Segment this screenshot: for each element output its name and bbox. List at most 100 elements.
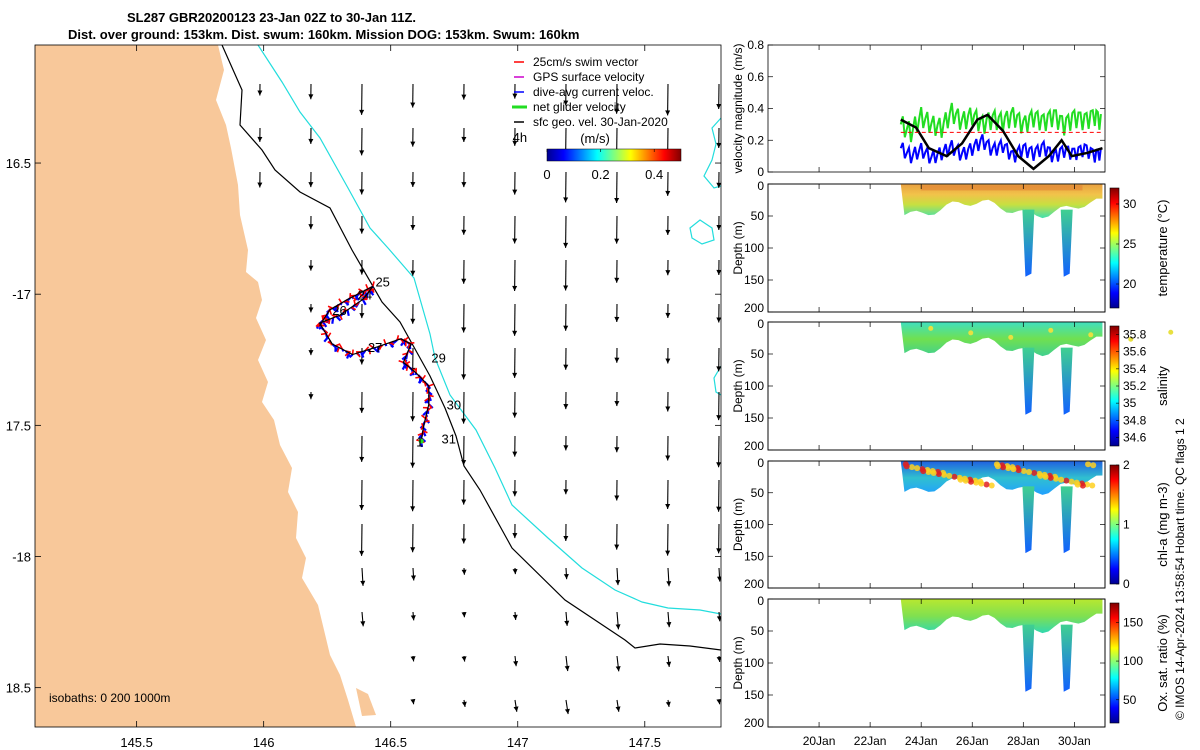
geo-velocity-arrow <box>461 127 467 142</box>
geo-velocity-arrow <box>257 127 263 142</box>
current-vector <box>346 309 350 317</box>
y-tick-label: 150 <box>744 688 764 702</box>
geo-velocity-arrow <box>563 523 569 542</box>
net-glider-velocity-line <box>899 102 1102 143</box>
day-label: 4h <box>513 130 527 145</box>
swim-vector <box>335 343 341 347</box>
chl-patch <box>930 470 937 477</box>
swim-vector <box>383 339 387 345</box>
y-tick-label: 0.4 <box>747 102 764 116</box>
geo-velocity-arrow <box>461 259 467 284</box>
isobath-1000m <box>257 45 721 615</box>
geo-velocity-arrow <box>359 127 365 156</box>
y-tick-label: 200 <box>744 439 764 453</box>
geo-velocity-arrow <box>564 655 570 672</box>
y-tick-label: 0.2 <box>747 133 764 147</box>
geo-velocity-arrow <box>716 611 721 622</box>
current-vector <box>322 321 328 328</box>
geo-velocity-arrow <box>716 479 721 512</box>
geostrophic-velocity-arrows <box>257 83 721 715</box>
chl-patch <box>1005 465 1012 472</box>
geo-velocity-arrow <box>614 391 620 407</box>
y-tick-label: 0 <box>757 179 764 193</box>
geo-velocity-arrow <box>512 347 518 378</box>
day-label: 26 <box>332 303 346 318</box>
title-line-1: SL287 GBR20200123 23-Jan 02Z to 30-Jan 1… <box>127 10 417 25</box>
geo-velocity-arrow <box>716 391 721 421</box>
salinity-patch <box>1008 334 1014 340</box>
legend-label-geo: sfc geo. vel. 30-Jan-2020 <box>533 115 668 129</box>
day-label: 27 <box>368 340 382 355</box>
geo-velocity-arrow <box>716 127 721 148</box>
swim-vector <box>338 298 343 304</box>
swim-vector <box>369 344 375 349</box>
geo-velocity-arrow <box>665 347 671 364</box>
warm-surface-layer <box>920 185 1083 191</box>
legend-label-current: dive-avg current veloc. <box>533 85 654 99</box>
legend-entry-current: dive-avg current veloc. <box>514 85 654 99</box>
swim-vector <box>327 332 332 338</box>
y-axis-label: salinity <box>1155 366 1170 406</box>
deep-dive-profile <box>1022 347 1035 415</box>
geo-velocity-arrow <box>410 655 416 662</box>
swim-vector <box>415 376 421 379</box>
chl-patch <box>1015 467 1022 474</box>
colorbar-tick-label: 34.6 <box>1123 430 1147 444</box>
current-vector <box>360 349 367 357</box>
chl-patch <box>962 477 969 484</box>
swim-vector <box>424 397 430 402</box>
geo-velocity-arrow <box>615 699 621 712</box>
colorbar-tick-label: 2 <box>1123 458 1130 472</box>
map-x-tick-label: 146 <box>253 735 275 750</box>
swim-vector <box>328 309 333 315</box>
chl-patch <box>1089 482 1096 489</box>
current-vector <box>417 378 424 384</box>
geo-velocity-arrow <box>410 435 416 468</box>
chl-patch <box>1052 475 1059 482</box>
salinity-patch <box>1088 332 1094 338</box>
chl-patch <box>978 480 985 487</box>
chl-patch <box>1020 468 1027 475</box>
geo-velocity-arrow <box>461 83 467 100</box>
geo-velocity-arrow <box>615 655 621 672</box>
geo-velocity-arrow <box>461 435 467 466</box>
chl-patch <box>973 479 980 486</box>
geo-velocity-arrow <box>665 435 671 461</box>
glider-track <box>315 281 434 448</box>
swim-vector <box>428 394 434 398</box>
geo-velocity-arrow <box>410 523 416 553</box>
geo-velocity-arrow <box>410 698 416 705</box>
geo-velocity-arrow <box>512 127 518 146</box>
geo-velocity-arrow <box>410 259 416 276</box>
land-mass <box>35 45 356 727</box>
geo-velocity-arrow <box>563 479 569 495</box>
island <box>282 620 314 648</box>
chl-patch <box>1010 466 1017 473</box>
chl-patch <box>1090 462 1097 469</box>
y-tick-label: 200 <box>744 716 764 730</box>
y-tick-label: 100 <box>744 379 764 393</box>
geo-velocity-arrow <box>666 655 672 667</box>
day-label: 30 <box>447 398 461 413</box>
isobaths-label: isobaths: 0 200 1000m <box>49 691 170 705</box>
geo-velocity-arrow <box>512 171 518 195</box>
chl-patch <box>1074 481 1081 488</box>
geo-velocity-arrow <box>461 523 467 544</box>
geo-velocity-arrow <box>614 171 620 204</box>
geo-velocity-arrow <box>716 215 721 230</box>
day-label: 31 <box>442 432 456 447</box>
salinity-patch <box>928 325 934 331</box>
swim-vector <box>350 306 357 311</box>
salinity-patch <box>968 330 974 336</box>
chl-patch <box>951 473 958 480</box>
panel-2: 0 50 100 150 200 Depth (m) 20 25 30 temperature (… <box>731 179 1170 315</box>
current-vector <box>331 307 337 312</box>
chl-patch <box>1042 473 1049 480</box>
current-vector <box>373 347 379 353</box>
geo-velocity-arrow <box>716 523 721 554</box>
geo-velocity-arrow <box>461 215 467 235</box>
y-tick-label: 100 <box>744 518 764 532</box>
swim-vector <box>368 349 371 355</box>
salinity-patch <box>1048 327 1054 333</box>
y-axis-label: temperature (°C) <box>1155 200 1170 297</box>
